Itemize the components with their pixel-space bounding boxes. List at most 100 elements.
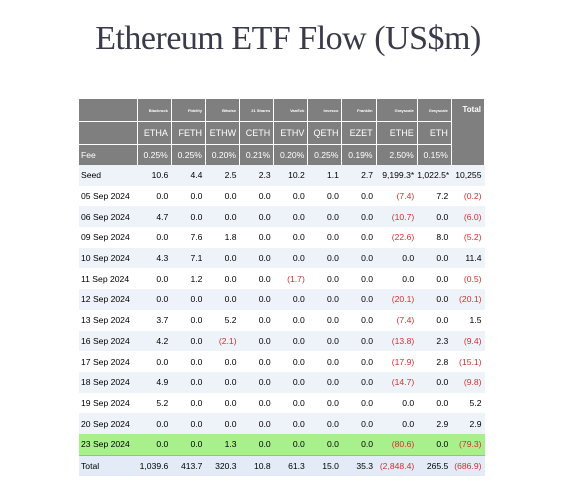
row-total-cell: (0.2) (463, 191, 482, 202)
row-total-cell: 5.2 (469, 397, 482, 408)
flow-cell: 0.0 (171, 413, 206, 434)
flow-cell: 0.0 (361, 191, 374, 202)
flow-cell: 0.0 (156, 273, 169, 284)
flow-cell: 0.0 (307, 247, 342, 269)
row-label: 06 Sep 2024 (79, 206, 138, 228)
flow-cell: (1.7) (287, 273, 305, 284)
flow-cell: 0.0 (205, 289, 240, 310)
row-label: Seed (79, 165, 138, 186)
flow-cell: (7.4) (396, 315, 415, 326)
flow-cell: 0.0 (224, 397, 237, 408)
table-row: 13 Sep 2024 3.7 0.0 5.2 0.0 0.0 0.0 0.0 (7.4) 0.0… (79, 310, 485, 331)
flow-cell: 413.7 (171, 454, 206, 477)
table-row: 19 Sep 2024 5.2 0.0 0.0 0.0 0.0 0.0 0.0 0.0 0.0 5.… (79, 393, 485, 414)
flow-cell: 8.0 (436, 232, 449, 243)
flow-cell: 0.0 (137, 289, 172, 310)
flow-cell: 0.0 (239, 289, 274, 310)
flow-cell: 0.0 (156, 232, 169, 243)
flow-cell: 0.0 (190, 191, 203, 202)
flow-cell: 0.0 (307, 289, 342, 310)
flow-cell: 0.0 (376, 413, 418, 434)
table-row: 17 Sep 2024 0.0 0.0 0.0 0.0 0.0 0.0 0.0 (17.9) 2.… (79, 351, 485, 372)
flow-cell: 0.0 (137, 413, 172, 434)
sponsor-header: Invesco (307, 99, 343, 122)
row-label: 16 Sep 2024 (79, 330, 138, 352)
row-label: 17 Sep 2024 (81, 356, 130, 367)
flow-cell: 2.5 (205, 165, 240, 186)
flow-cell: 0.0 (224, 273, 237, 284)
sponsor-header: Fidelity (171, 99, 206, 122)
flow-cell: 0.0 (376, 247, 418, 269)
flow-cell: 0.0 (273, 206, 308, 228)
flow-cell: 4.9 (137, 371, 172, 393)
flow-cell: 1.3 (205, 433, 240, 456)
flow-cell: 0.0 (258, 356, 271, 367)
flow-cell: (2.1) (205, 330, 240, 352)
flow-cell: 0.0 (341, 330, 377, 352)
flow-cell: 0.0 (171, 289, 206, 310)
flow-cell: 0.0 (258, 397, 271, 408)
flow-cell: 9,199.3* (376, 165, 418, 186)
ticker-header: EZET (341, 121, 377, 145)
ticker-header: ETHW (205, 121, 241, 145)
flow-cell: 0.0 (402, 397, 415, 408)
flow-cell: (22.6) (391, 232, 415, 243)
row-label: Total (79, 454, 138, 477)
flow-cell: 0.0 (273, 289, 308, 310)
flow-cell: 1,039.6 (137, 454, 172, 477)
row-total-cell: (0.5) (463, 273, 482, 284)
flow-cell: 1.1 (307, 165, 342, 186)
row-label: 12 Sep 2024 (79, 289, 138, 310)
flow-cell: 0.0 (292, 356, 305, 367)
ticker-header: CETH (239, 121, 275, 145)
flow-cell: 2.3 (239, 165, 274, 186)
total-header: Total (451, 99, 486, 165)
table-row: Seed 10.6 4.4 2.5 2.3 10.2 1.1 2.7 9,199.3* 1,022… (79, 165, 485, 186)
flow-cell: 0.0 (258, 315, 271, 326)
flow-cell: 0.0 (341, 433, 377, 456)
row-label: 10 Sep 2024 (79, 247, 138, 269)
flow-cell: 15.0 (307, 454, 342, 477)
sponsor-header: Blackrock (137, 99, 172, 122)
row-label: 11 Sep 2024 (81, 273, 130, 284)
row-total-cell: (79.3) (451, 433, 485, 456)
flow-table-body: Seed 10.6 4.4 2.5 2.3 10.2 1.1 2.7 9,199.3* 1,022… (79, 165, 485, 477)
row-total-cell: (686.9) (451, 454, 485, 477)
flow-cell: 2.9 (417, 413, 452, 434)
ticker-header-row: ETHA FETH ETHW CETH ETHV QETH EZET ETHE … (79, 121, 485, 145)
fee-value: 0.20% (205, 144, 241, 165)
row-total-cell: (6.0) (451, 206, 485, 228)
flow-cell: 0.0 (273, 247, 308, 269)
flow-cell: 0.0 (327, 315, 339, 326)
flow-cell: 2.3 (417, 330, 452, 352)
flow-cell: (13.8) (376, 330, 418, 352)
row-label: 18 Sep 2024 (79, 371, 138, 393)
flow-cell: 0.0 (205, 247, 240, 269)
flow-cell: 320.3 (205, 454, 240, 477)
row-total-cell: 11.4 (451, 247, 485, 269)
fee-header-row: Fee 0.25% 0.25% 0.20% 0.21% 0.20% 0.25% … (79, 144, 485, 165)
flow-cell: 0.0 (273, 330, 308, 352)
flow-cell: 0.0 (224, 191, 237, 202)
fee-value: 0.15% (417, 144, 452, 165)
flow-cell: 0.0 (436, 397, 449, 408)
row-total-cell: (5.2) (463, 232, 482, 243)
flow-cell: 0.0 (137, 433, 172, 456)
flow-cell: 2.8 (436, 356, 449, 367)
table-row: 09 Sep 2024 0.0 7.6 1.8 0.0 0.0 0.0 0.0 (22.6) 8.… (79, 227, 485, 248)
table-row: 10 Sep 2024 4.3 7.1 0.0 0.0 0.0 0.0 0.0 0.0 0.0 11… (79, 247, 485, 269)
flow-cell: 0.0 (361, 315, 374, 326)
flow-cell: 0.0 (307, 433, 342, 456)
header-blank (79, 121, 138, 145)
flow-cell: 4.2 (137, 330, 172, 352)
sponsor-header: Franklin (341, 99, 377, 122)
etf-flow-table: Blackrock Fidelity Bitwise 21 Shares Van… (79, 99, 486, 477)
flow-cell: 0.0 (361, 232, 374, 243)
flow-cell: 1.2 (190, 273, 203, 284)
flow-cell: 1,022.5* (417, 165, 452, 186)
flow-cell: 3.7 (156, 315, 169, 326)
flow-cell: 0.0 (292, 315, 305, 326)
flow-cell: 5.2 (224, 315, 237, 326)
flow-cell: (10.7) (376, 206, 418, 228)
sponsor-header: Bitwise (205, 99, 241, 122)
